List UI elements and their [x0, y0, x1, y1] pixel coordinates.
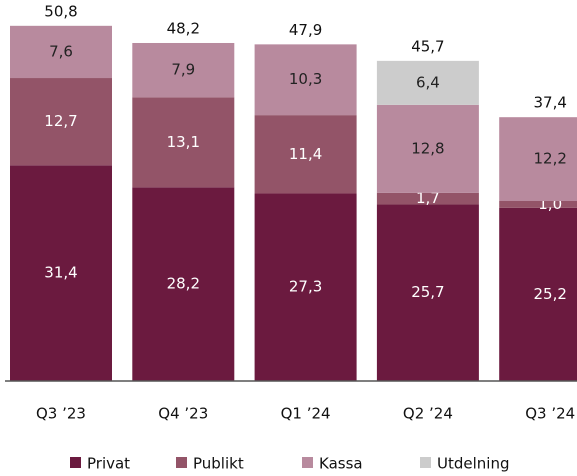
legend-swatch [176, 457, 187, 468]
bar-segment [376, 204, 479, 381]
x-tick-label: Q3 ’23 [36, 405, 86, 423]
bar-segment [376, 60, 479, 105]
value-label: 10,3 [289, 70, 322, 88]
value-label: 25,2 [533, 285, 566, 303]
bar-segment [254, 193, 357, 381]
value-label: 28,2 [167, 275, 200, 293]
value-label: 12,8 [411, 139, 444, 157]
bar-segment [254, 115, 357, 194]
legend-swatch [420, 457, 431, 468]
bar-segment [10, 165, 112, 381]
value-label: 31,4 [44, 264, 77, 282]
value-label: 13,1 [167, 133, 200, 151]
total-label: 48,2 [167, 19, 200, 37]
bar-segment [376, 192, 479, 205]
bar-segment [499, 207, 577, 381]
total-label: 37,4 [533, 94, 566, 112]
bar-segment [132, 42, 235, 98]
total-label: 45,7 [411, 37, 444, 55]
x-tick-label: Q2 ’24 [403, 405, 453, 423]
legend-label: Kassa [319, 455, 363, 473]
bar-segment [10, 78, 112, 166]
legend-label: Utdelning [437, 455, 509, 473]
value-label: 7,6 [49, 42, 73, 60]
bar-segment [499, 201, 577, 208]
value-label: 12,7 [44, 112, 77, 130]
total-label: 50,8 [44, 2, 77, 20]
x-tick-label: Q3 ’24 [525, 405, 575, 423]
value-label: 6,4 [416, 73, 440, 91]
legend-label: Publikt [193, 455, 244, 473]
legend-label: Privat [87, 455, 130, 473]
value-label: 11,4 [289, 145, 322, 163]
value-label: 7,9 [171, 61, 195, 79]
x-tick-label: Q1 ’24 [281, 405, 331, 423]
bar-segment [376, 104, 479, 193]
bar-segment [132, 97, 235, 188]
legend-swatch [302, 457, 313, 468]
bar-segment [499, 117, 577, 202]
bar-segment [132, 187, 235, 381]
legend-swatch [70, 457, 81, 468]
x-tick-label: Q4 ’23 [158, 405, 208, 423]
value-label: 12,2 [533, 150, 566, 168]
bar-segment [10, 25, 112, 79]
total-label: 47,9 [289, 21, 322, 39]
value-label: 1,7 [416, 189, 440, 207]
value-label: 25,7 [411, 283, 444, 301]
bar-segment [254, 44, 357, 116]
value-label: 27,3 [289, 278, 322, 296]
